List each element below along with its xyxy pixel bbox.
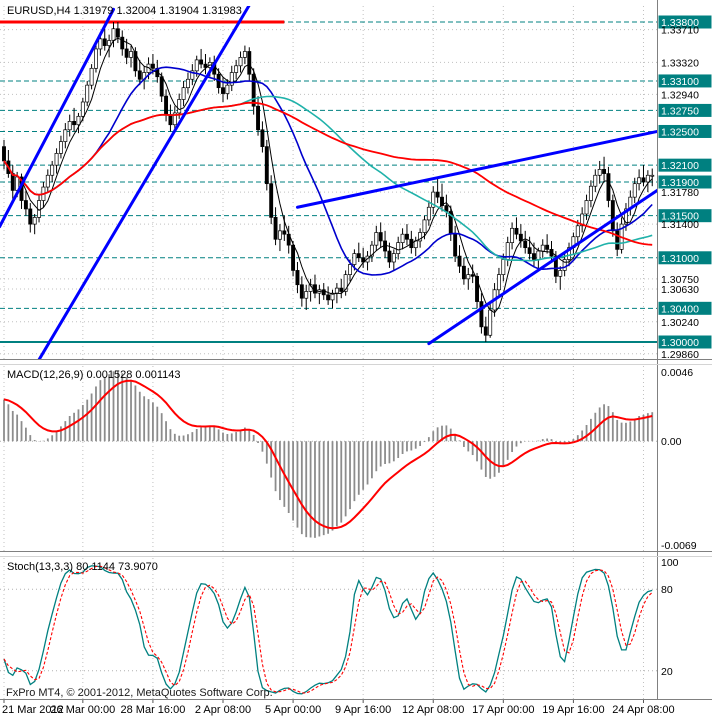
moving-averages-layer [3,37,653,314]
stoch-main-line [3,565,653,695]
svg-text:2 Apr 08:00: 2 Apr 08:00 [195,704,251,716]
svg-text:1.30630: 1.30630 [661,284,699,296]
svg-text:19 Apr 16:00: 19 Apr 16:00 [542,704,604,716]
macd-histogram [3,371,654,538]
svg-text:17 Apr 00:00: 17 Apr 00:00 [472,704,534,716]
chart-header-ohlc: EURUSD,H4 1.31979 1.32004 1.31904 1.3198… [7,5,242,17]
svg-text:24 Apr 08:00: 24 Apr 08:00 [612,704,674,716]
svg-text:0.0046: 0.0046 [661,367,693,379]
svg-text:28 Mar 16:00: 28 Mar 16:00 [121,704,186,716]
trend-lines-layer [0,6,657,359]
svg-text:1.31780: 1.31780 [661,187,699,199]
copyright-text: FxPro MT4, © 2001-2012, MetaQuotes Softw… [6,687,273,699]
svg-text:1.30240: 1.30240 [661,317,699,329]
svg-text:1.31500: 1.31500 [661,211,699,223]
svg-text:1.32500: 1.32500 [661,126,699,138]
macd-indicator-label: MACD(12,26,9) 0.001528 0.001143 [7,369,181,381]
svg-text:1.33710: 1.33710 [661,25,699,37]
stoch-level-lines [0,588,657,672]
svg-text:80: 80 [661,584,673,596]
svg-text:0.00: 0.00 [661,436,682,448]
price-chart-plot[interactable] [0,6,657,359]
svg-text:1.31000: 1.31000 [661,253,699,265]
svg-text:26 Mar 00:00: 26 Mar 00:00 [50,704,115,716]
svg-text:1.33800: 1.33800 [661,17,699,29]
svg-text:12 Apr 08:00: 12 Apr 08:00 [402,704,464,716]
svg-text:1.30750: 1.30750 [661,274,699,286]
svg-text:1.32750: 1.32750 [661,105,699,117]
svg-text:100: 100 [661,557,679,569]
stoch-indicator-label: Stoch(13,3,3) 80.1144 73.9070 [7,561,158,573]
svg-text:1.30400: 1.30400 [661,303,699,315]
svg-text:21 Mar 2012: 21 Mar 2012 [2,704,64,716]
svg-text:1.33100: 1.33100 [661,76,699,88]
svg-text:-0.0069: -0.0069 [661,540,697,552]
svg-text:1.31900: 1.31900 [661,177,699,189]
macd-signal-line [3,379,653,530]
svg-text:1.29860: 1.29860 [661,349,699,361]
svg-text:9 Apr 16:00: 9 Apr 16:00 [335,704,391,716]
svg-text:1.33320: 1.33320 [661,57,699,69]
svg-text:5 Apr 00:00: 5 Apr 00:00 [265,704,321,716]
svg-text:1.32100: 1.32100 [661,160,699,172]
svg-text:20: 20 [661,666,673,678]
svg-text:1.32940: 1.32940 [661,89,699,101]
stochastic-plot[interactable] [0,558,657,699]
svg-text:1.31400: 1.31400 [661,219,699,231]
panel-borders [0,0,712,700]
svg-text:1.30000: 1.30000 [661,337,699,349]
